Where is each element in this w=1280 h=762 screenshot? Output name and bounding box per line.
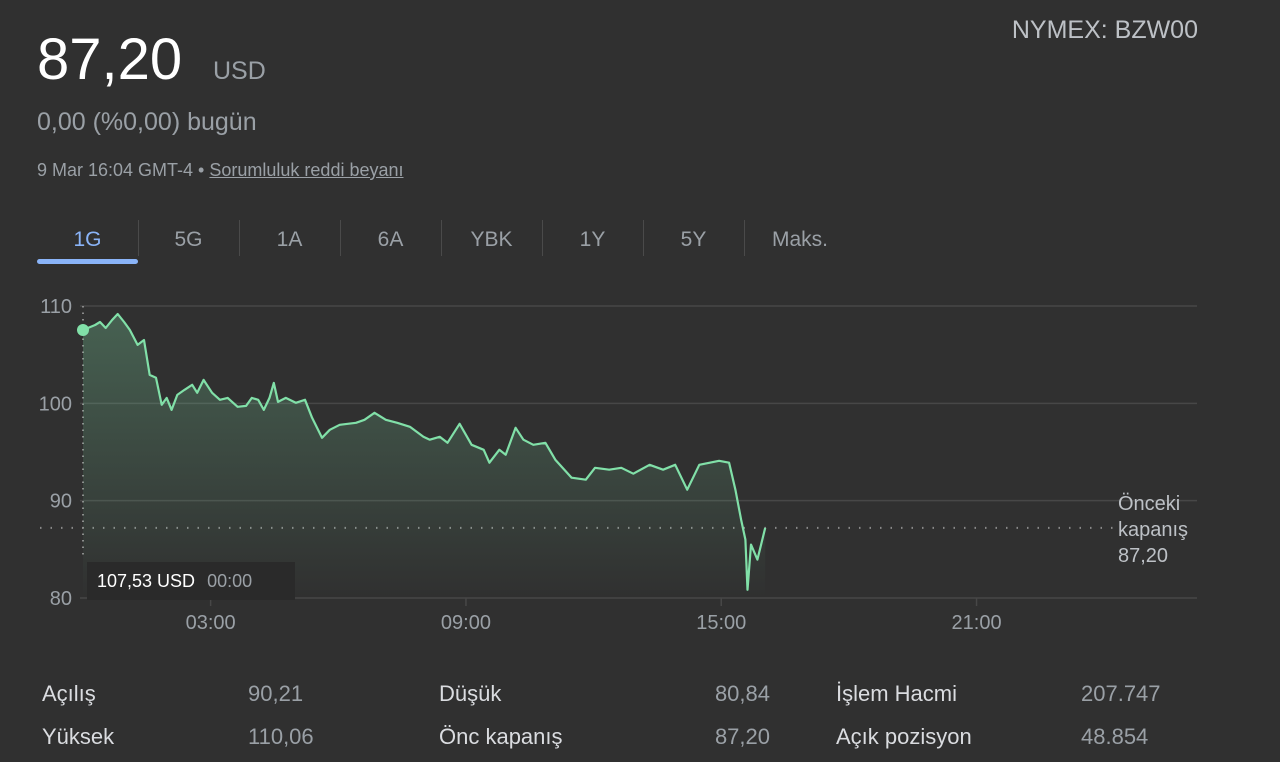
stat-volume-value: 207.747 [1081,681,1161,706]
timestamp: 9 Mar 16:04 GMT-4 • [37,160,205,180]
previous-close-label-line2: kapanış [1118,519,1189,541]
tab-1g[interactable]: 1G [37,218,138,264]
stat-low-label: Düşük [439,681,502,706]
previous-close-label-line1: Önceki [1118,493,1181,515]
stat-prev-close-label: Önc kapanış [439,724,563,749]
tab-5y[interactable]: 5Y [643,218,744,262]
hover-point [77,324,89,337]
ticker-symbol: NYMEX: BZW00 [1011,16,1198,44]
previous-close-value: 87,20 [1118,545,1169,567]
hover-tooltip: 107,53 USD 00:00 [87,562,295,600]
y-tick-label: 100 [39,393,72,415]
x-tick-label: 09:00 [441,612,491,634]
stat-open-interest-label: Açık pozisyon [836,724,972,749]
y-tick-label: 80 [50,588,72,610]
x-tick-label: 21:00 [952,612,1002,634]
x-tick-label: 15:00 [696,612,746,634]
stat-volume-label: İşlem Hacmi [836,681,958,706]
y-tick-label: 90 [50,491,72,513]
stat-open-interest-value: 48.854 [1081,724,1149,749]
stat-low-value: 80,84 [714,681,770,706]
price-change: 0,00 (%0,00) bugün [37,108,257,136]
stat-open-value: 90,21 [248,681,304,706]
tooltip-time: 00:00 [207,570,253,591]
price-area [83,314,766,598]
tab-5g[interactable]: 5G [138,218,239,262]
tooltip-value: 107,53 USD [97,570,196,591]
previous-close-label: Önceki kapanış 87,20 [1118,491,1188,569]
range-tabs: 1G 5G 1A 6A YBK 1Y 5Y Maks. [37,218,828,264]
tab-1y[interactable]: 1Y [542,218,643,262]
price-line [82,312,767,591]
x-tick-label: 03:00 [186,612,236,634]
current-price: 87,20 [37,27,183,92]
stat-open-label: Açılış [42,681,96,706]
tab-ybk[interactable]: YBK [441,218,542,262]
currency: USD [213,57,266,85]
stat-prev-close-value: 87,20 [714,724,770,749]
y-tick-label: 110 [40,296,72,318]
tab-1a[interactable]: 1A [239,218,340,262]
disclaimer-link[interactable]: Sorumluluk reddi beyanı [209,160,404,180]
timestamp-line: 9 Mar 16:04 GMT-4 • Sorumluluk reddi bey… [37,160,404,181]
tab-max[interactable]: Maks. [744,218,828,262]
stat-high-label: Yüksek [42,724,115,749]
stat-high-value: 110,06 [248,724,314,749]
tab-6a[interactable]: 6A [340,218,441,262]
